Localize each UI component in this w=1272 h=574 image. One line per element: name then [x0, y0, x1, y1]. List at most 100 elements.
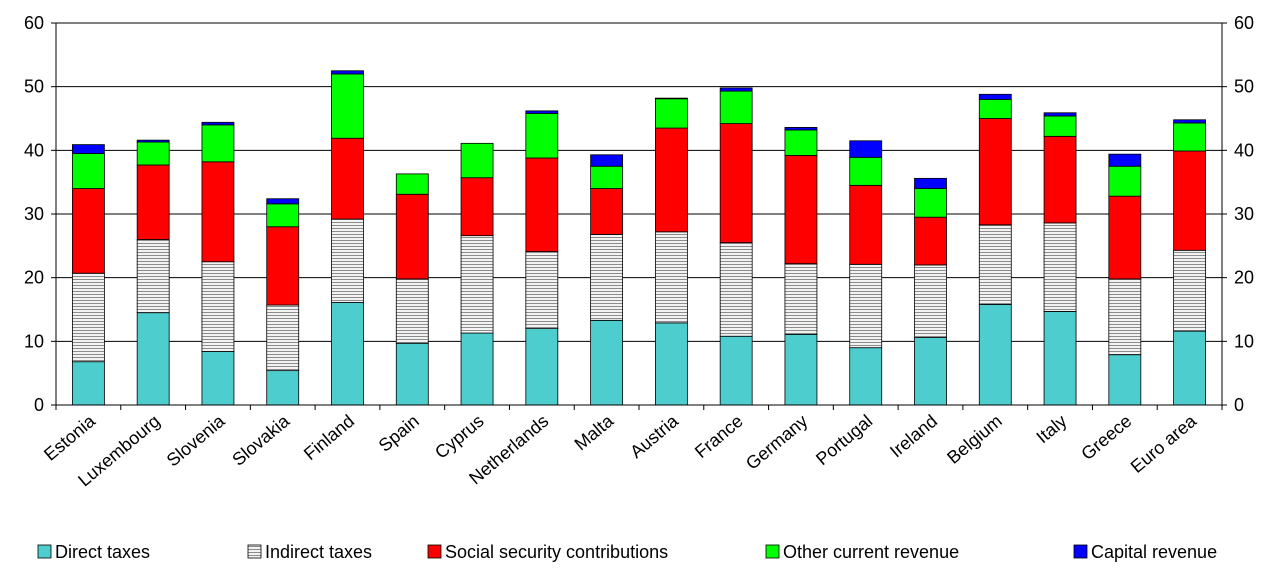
- bar-segment-capital-revenue-finland: [331, 70, 364, 75]
- y-tick-label-left: 30: [24, 204, 44, 224]
- bar-segment-direct-taxes-cyprus: [460, 332, 494, 406]
- legend-swatch: [765, 544, 780, 559]
- bar-segment-capital-revenue-malta: [590, 154, 624, 167]
- bar-segment-other-current-revenue-france: [719, 90, 753, 124]
- bar-segment-direct-taxes-italy: [1043, 311, 1077, 406]
- y-tick-label-left: 40: [24, 140, 44, 160]
- bar-segment-other-current-revenue-italy: [1043, 115, 1077, 137]
- y-tick-label-left: 20: [24, 268, 44, 288]
- bar-segment-indirect-taxes-germany: [784, 263, 818, 335]
- x-tick-label: Portugal: [812, 411, 876, 469]
- bar-segment-direct-taxes-austria: [654, 322, 688, 406]
- bar-segment-other-current-revenue-finland: [331, 73, 364, 139]
- legend-label: Indirect taxes: [265, 542, 372, 562]
- bar-segment-indirect-taxes-euro-area: [1173, 249, 1207, 332]
- bar-segment-social-security-contributions-slovakia: [266, 226, 300, 306]
- x-tick-label: Ireland: [886, 411, 941, 462]
- legend-label: Other current revenue: [783, 542, 959, 562]
- y-tick-label-right: 30: [1234, 204, 1254, 224]
- bar-segment-direct-taxes-netherlands: [525, 328, 559, 406]
- bar-segment-indirect-taxes-estonia: [71, 272, 105, 363]
- bar-segment-other-current-revenue-euro-area: [1173, 122, 1207, 152]
- bar-segment-direct-taxes-belgium: [978, 304, 1012, 406]
- y-tick-label-left: 60: [24, 13, 44, 33]
- x-tick-label: Italy: [1032, 411, 1070, 448]
- bar-segment-social-security-contributions-austria: [654, 127, 688, 233]
- bar-segment-capital-revenue-slovakia: [266, 198, 300, 205]
- bar-segment-direct-taxes-slovakia: [266, 370, 300, 406]
- bar-segment-direct-taxes-euro-area: [1173, 330, 1207, 406]
- y-tick-label-right: 10: [1234, 331, 1254, 351]
- bar-segment-other-current-revenue-luxembourg: [136, 141, 170, 166]
- bar-segment-social-security-contributions-cyprus: [460, 177, 494, 237]
- bar-segment-capital-revenue-ireland: [914, 177, 947, 189]
- bar-segment-indirect-taxes-greece: [1108, 278, 1142, 356]
- x-tick-label: Cyprus: [431, 411, 488, 463]
- bar-segment-other-current-revenue-slovenia: [201, 124, 235, 163]
- bar-segment-social-security-contributions-france: [719, 123, 753, 244]
- bar-segment-indirect-taxes-slovakia: [266, 304, 300, 372]
- bar-segment-direct-taxes-ireland: [914, 337, 947, 406]
- bar-segment-direct-taxes-finland: [331, 302, 364, 406]
- bar-segment-direct-taxes-germany: [784, 333, 818, 406]
- axes: [51, 22, 1227, 410]
- bar-segment-indirect-taxes-finland: [331, 218, 364, 303]
- legend-swatch: [427, 544, 442, 559]
- bar-segment-social-security-contributions-spain: [395, 193, 429, 280]
- bar-segment-other-current-revenue-belgium: [978, 99, 1012, 119]
- bar-segment-indirect-taxes-ireland: [914, 264, 947, 338]
- y-tick-label-right: 50: [1234, 77, 1254, 97]
- legend: Direct taxes Indirect taxes Social securit…: [37, 542, 1217, 562]
- y-tick-label-right: 20: [1234, 268, 1254, 288]
- y-tick-label-left: 50: [24, 77, 44, 97]
- bar-segment-capital-revenue-netherlands: [525, 110, 559, 114]
- bar-segment-indirect-taxes-cyprus: [460, 235, 494, 334]
- bar-segment-direct-taxes-slovenia: [201, 351, 235, 406]
- legend-swatch: [37, 544, 52, 559]
- bar-segment-indirect-taxes-italy: [1043, 222, 1077, 312]
- y-tick-label-left: 0: [34, 395, 44, 415]
- bar-segment-direct-taxes-malta: [590, 319, 624, 406]
- bar-segment-social-security-contributions-malta: [590, 188, 624, 235]
- x-tick-label: Slovakia: [228, 410, 294, 470]
- bar-segment-indirect-taxes-spain: [395, 278, 429, 344]
- bar-segment-other-current-revenue-ireland: [914, 188, 947, 218]
- x-tick-label: Spain: [375, 411, 423, 456]
- bar-segment-indirect-taxes-austria: [654, 231, 688, 324]
- bar-segment-social-security-contributions-euro-area: [1173, 150, 1207, 251]
- bar-segment-capital-revenue-euro-area: [1173, 119, 1207, 124]
- bar-segment-other-current-revenue-netherlands: [525, 113, 559, 159]
- bar-segment-social-security-contributions-netherlands: [525, 157, 559, 252]
- bar-segment-direct-taxes-france: [719, 335, 753, 406]
- x-tick-label: Finland: [300, 411, 358, 464]
- bar-segment-social-security-contributions-greece: [1108, 195, 1142, 280]
- legend-label: Direct taxes: [55, 542, 150, 562]
- gridlines: [56, 86, 1222, 342]
- bar-segment-capital-revenue-portugal: [849, 140, 883, 158]
- bar-segment-social-security-contributions-ireland: [914, 216, 947, 266]
- x-tick-label: Slovenia: [163, 410, 230, 470]
- x-tick-label: Germany: [742, 411, 812, 474]
- bar-segment-indirect-taxes-belgium: [978, 224, 1012, 305]
- y-tick-label-left: 10: [24, 331, 44, 351]
- x-tick-label: Belgium: [943, 411, 1006, 468]
- bar-segment-other-current-revenue-malta: [590, 165, 624, 189]
- bar-segment-indirect-taxes-malta: [590, 233, 624, 321]
- bar-segment-social-security-contributions-luxembourg: [136, 164, 170, 240]
- bar-segment-capital-revenue-france: [719, 87, 753, 92]
- bar-segment-direct-taxes-portugal: [849, 347, 883, 406]
- bar-segment-other-current-revenue-portugal: [849, 156, 883, 186]
- y-tick-label-right: 40: [1234, 140, 1254, 160]
- bar-segment-direct-taxes-spain: [395, 342, 429, 406]
- bar-segment-other-current-revenue-austria: [654, 98, 688, 129]
- bar-segment-indirect-taxes-luxembourg: [136, 239, 170, 314]
- bar-segment-capital-revenue-slovenia: [201, 121, 235, 126]
- bar-segment-capital-revenue-germany: [784, 127, 818, 131]
- bar-segment-other-current-revenue-cyprus: [460, 142, 494, 179]
- bar-segment-indirect-taxes-france: [719, 242, 753, 337]
- bar-segment-social-security-contributions-estonia: [71, 188, 105, 274]
- bar-segment-social-security-contributions-germany: [784, 155, 818, 265]
- bar-segment-capital-revenue-luxembourg: [136, 139, 170, 143]
